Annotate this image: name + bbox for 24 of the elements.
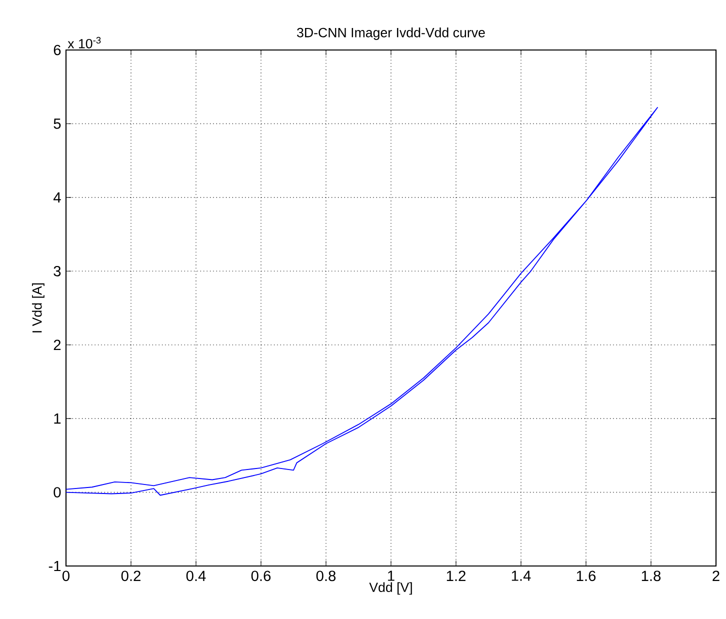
y-tick-label: -1 bbox=[48, 560, 61, 572]
y-tick-label: 6 bbox=[54, 44, 61, 56]
x-tick-label: 2 bbox=[712, 570, 720, 581]
y-axis-title: I Vdd [A] bbox=[32, 283, 44, 332]
x-tick-label: 0.8 bbox=[316, 570, 336, 582]
x-tick-label: 1.8 bbox=[642, 570, 661, 582]
x-tick-label: 1 bbox=[388, 570, 394, 581]
x-tick-label: 0.4 bbox=[186, 570, 206, 582]
y-tick-label: 0 bbox=[54, 487, 61, 498]
text: x 10$^{-3}$ bbox=[68, 36, 101, 48]
x-tick-label: 0.2 bbox=[121, 570, 140, 582]
x-tick-label: 1.6 bbox=[576, 570, 596, 582]
x-tick-label: 1.2 bbox=[446, 570, 466, 581]
y-tick-label: 2 bbox=[54, 340, 61, 350]
y-tick-label: 4 bbox=[53, 192, 61, 202]
x-tick-label: 0 bbox=[62, 570, 70, 582]
x-tick-label: 1.4 bbox=[512, 570, 531, 581]
line-series bbox=[66, 107, 658, 496]
x-tick-label: 0.6 bbox=[251, 570, 271, 582]
y-tick-label: 1 bbox=[54, 414, 61, 424]
y-tick-label: 5 bbox=[54, 118, 61, 129]
y-tick-label: 3 bbox=[54, 266, 61, 276]
chart-title: 3D-CNN Imager Ivdd-Vdd curve bbox=[297, 28, 485, 40]
x-axis-title: Vdd [V] bbox=[369, 582, 412, 595]
